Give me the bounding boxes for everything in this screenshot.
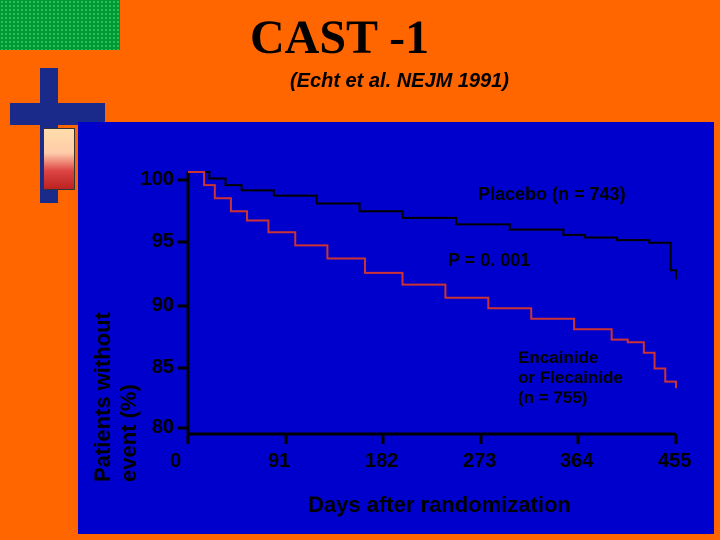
y-tick-label: 100 bbox=[141, 168, 174, 191]
p-value-text: P = 0. 001 bbox=[448, 250, 530, 271]
chart-area: 100 95 90 85 80 0 91 182 273 364 455 Patients wit… bbox=[78, 122, 714, 534]
corner-decor-green bbox=[0, 0, 120, 50]
x-tick-label: 455 bbox=[658, 450, 691, 473]
legend-treatment: Encainideor Flecainide(n = 755) bbox=[518, 348, 623, 408]
y-tick-label: 90 bbox=[152, 294, 174, 317]
x-tick-label: 0 bbox=[170, 450, 181, 473]
slide-root: CAST -1 (Echt et al. NEJM 1991) 100 95 90 8… bbox=[0, 0, 720, 540]
logo-box bbox=[43, 128, 75, 190]
y-tick-label: 80 bbox=[152, 416, 174, 439]
y-axis-label: Patients without event (%) bbox=[90, 312, 142, 482]
legend-placebo: Placebo (n = 743) bbox=[478, 184, 626, 205]
slide-subtitle: (Echt et al. NEJM 1991) bbox=[290, 70, 509, 93]
x-tick-label: 273 bbox=[463, 450, 496, 473]
y-tick-label: 85 bbox=[152, 356, 174, 379]
x-tick-label: 91 bbox=[268, 450, 290, 473]
y-tick-label: 95 bbox=[152, 230, 174, 253]
x-tick-label: 364 bbox=[560, 450, 593, 473]
x-tick-label: 182 bbox=[365, 450, 398, 473]
slide-title: CAST -1 bbox=[250, 10, 429, 65]
x-axis-label: Days after randomization bbox=[308, 492, 571, 518]
